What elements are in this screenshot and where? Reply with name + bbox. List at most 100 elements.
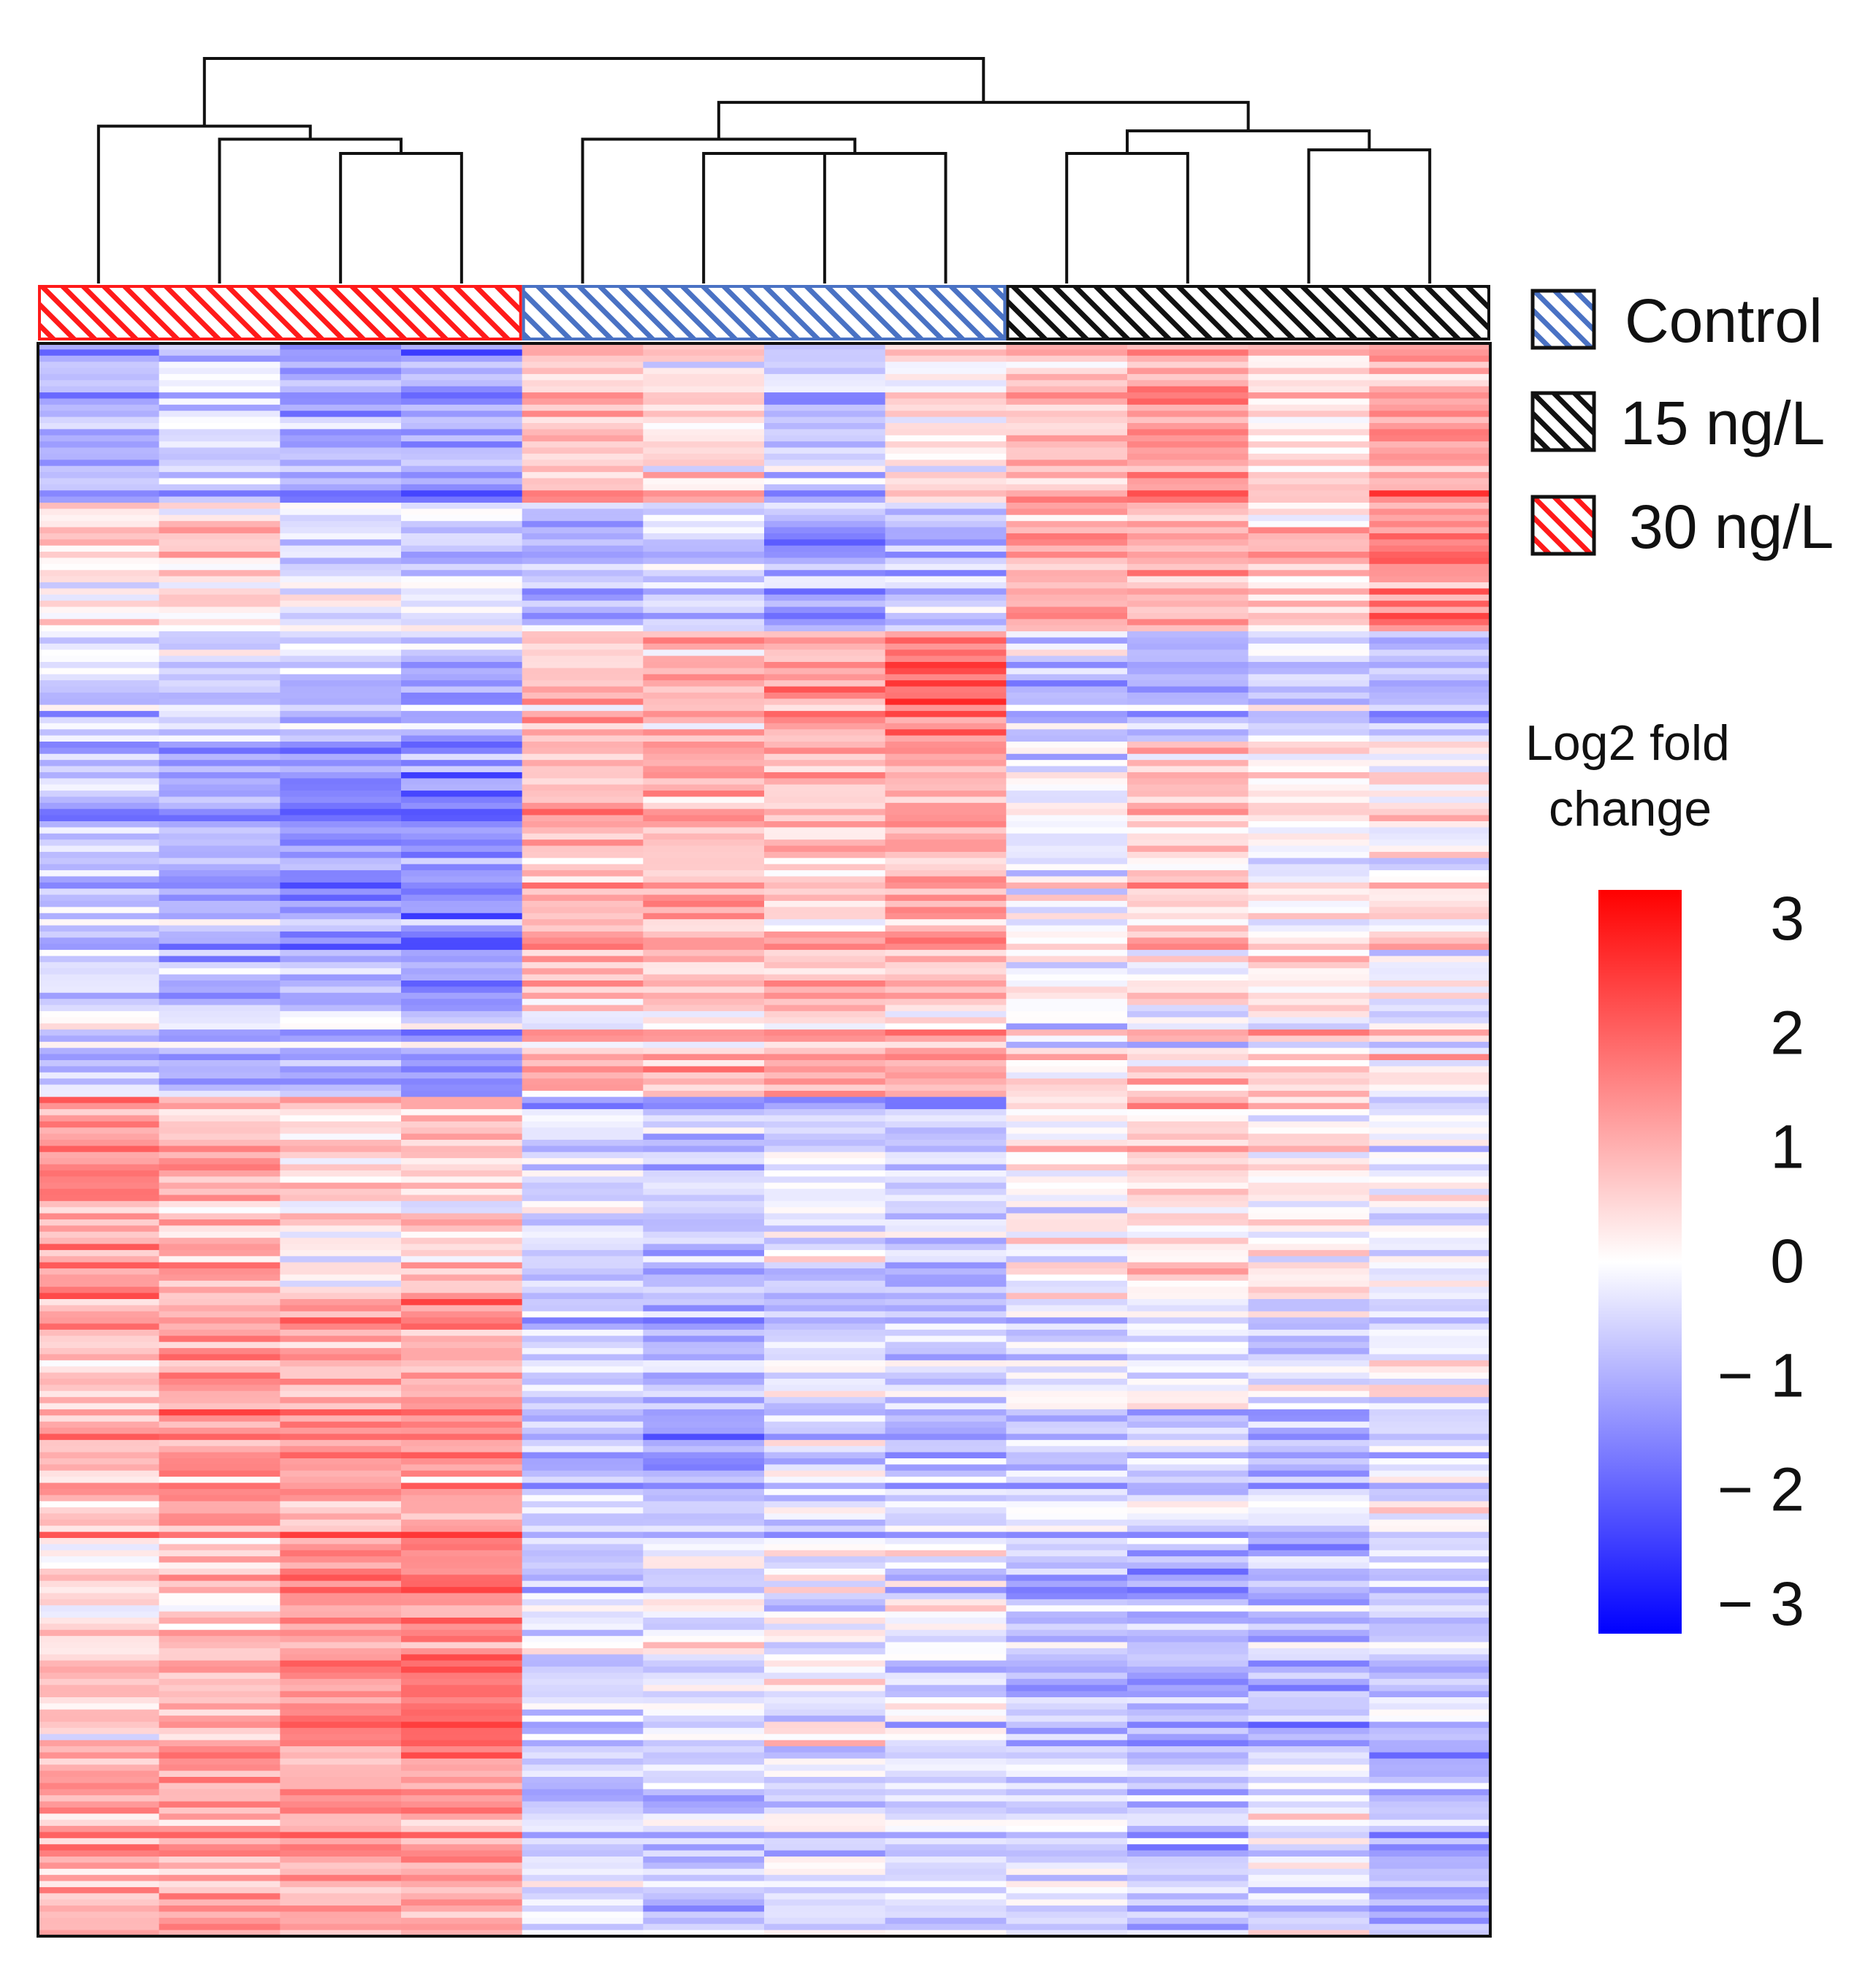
heatmap-cell bbox=[764, 1244, 886, 1251]
heatmap-cell bbox=[401, 1140, 523, 1146]
heatmap-cell bbox=[401, 1151, 523, 1159]
heatmap-cell bbox=[885, 1200, 1007, 1208]
heatmap-cell bbox=[1006, 962, 1128, 969]
heatmap-cell bbox=[401, 1574, 523, 1582]
heatmap-cell bbox=[1127, 1084, 1249, 1092]
heatmap-cell bbox=[1248, 594, 1370, 601]
heatmap-cell bbox=[401, 1133, 523, 1141]
heatmap-cell bbox=[280, 760, 402, 767]
heatmap-cell bbox=[401, 1636, 523, 1643]
heatmap-cell bbox=[643, 1158, 765, 1165]
heatmap-cell bbox=[643, 1593, 765, 1600]
heatmap-cell bbox=[280, 1458, 402, 1465]
heatmap-cell bbox=[280, 1544, 402, 1551]
heatmap-cell bbox=[38, 1899, 160, 1906]
heatmap-cell bbox=[885, 1544, 1007, 1551]
heatmap-cell bbox=[1127, 411, 1249, 418]
heatmap-cell bbox=[1006, 373, 1128, 381]
heatmap-cell bbox=[159, 1629, 281, 1637]
heatmap-cell bbox=[643, 1066, 765, 1073]
heatmap-cell bbox=[1369, 1482, 1491, 1490]
heatmap-cell bbox=[522, 1857, 644, 1863]
heatmap-cell bbox=[280, 858, 402, 865]
heatmap-cell bbox=[764, 637, 886, 644]
group-legend: Control 15 ng/L 30 ng/L bbox=[1530, 286, 1834, 561]
heatmap-cell bbox=[643, 411, 765, 418]
heatmap-cell bbox=[522, 1580, 644, 1588]
heatmap-cell bbox=[1248, 1832, 1370, 1839]
heatmap-cell bbox=[159, 380, 281, 387]
heatmap-cell bbox=[1127, 1587, 1249, 1594]
heatmap-cell bbox=[38, 349, 160, 357]
heatmap-cell bbox=[1248, 784, 1370, 791]
heatmap-cell bbox=[1369, 796, 1491, 804]
heatmap-cell bbox=[280, 753, 402, 761]
heatmap-cell bbox=[1006, 1219, 1128, 1226]
heatmap-cell bbox=[401, 1249, 523, 1257]
heatmap-cell bbox=[401, 1844, 523, 1851]
heatmap-cell bbox=[1369, 876, 1491, 883]
heatmap-cell bbox=[1127, 858, 1249, 865]
heatmap-cell bbox=[1006, 1151, 1128, 1159]
heatmap-cell bbox=[522, 1678, 644, 1686]
heatmap-cell bbox=[643, 1415, 765, 1423]
heatmap-cell bbox=[885, 1035, 1007, 1043]
heatmap-cell bbox=[38, 588, 160, 595]
heatmap-cell bbox=[1127, 833, 1249, 840]
heatmap-cell bbox=[643, 1421, 765, 1428]
heatmap-cell bbox=[280, 1428, 402, 1435]
heatmap-cell bbox=[522, 674, 644, 681]
heatmap-cell bbox=[764, 1299, 886, 1306]
heatmap-cell bbox=[643, 650, 765, 657]
heatmap-cell bbox=[643, 484, 765, 491]
heatmap-cell bbox=[401, 1789, 523, 1796]
heatmap-cell bbox=[643, 827, 765, 834]
heatmap-cell bbox=[159, 870, 281, 877]
heatmap-cell bbox=[885, 864, 1007, 871]
heatmap-cell bbox=[159, 1930, 281, 1937]
heatmap-cell bbox=[1369, 655, 1491, 663]
heatmap-cell bbox=[280, 1238, 402, 1245]
heatmap-cell bbox=[1369, 1439, 1491, 1447]
heatmap-cell bbox=[401, 1256, 523, 1263]
heatmap-cell bbox=[885, 931, 1007, 938]
heatmap-cell bbox=[1369, 429, 1491, 436]
heatmap-cell bbox=[885, 796, 1007, 804]
heatmap-cell bbox=[1006, 1078, 1128, 1086]
heatmap-cell bbox=[522, 411, 644, 418]
heatmap-cell bbox=[38, 1299, 160, 1306]
heatmap-cell bbox=[522, 1464, 644, 1471]
heatmap-cell bbox=[764, 441, 886, 449]
heatmap-cell bbox=[1248, 1544, 1370, 1551]
heatmap-cell bbox=[1248, 1538, 1370, 1545]
heatmap-cell bbox=[522, 441, 644, 449]
heatmap-cell bbox=[38, 1170, 160, 1177]
heatmap-cell bbox=[885, 1807, 1007, 1814]
heatmap-cell bbox=[885, 1470, 1007, 1477]
heatmap-cell bbox=[401, 1813, 523, 1821]
heatmap-column-10 bbox=[1127, 343, 1249, 1937]
heatmap-cell bbox=[38, 1127, 160, 1135]
heatmap-cell bbox=[38, 692, 160, 699]
heatmap-cell bbox=[1369, 472, 1491, 479]
heatmap-cell bbox=[1006, 416, 1128, 424]
heatmap-cell bbox=[1369, 1727, 1491, 1735]
heatmap-cell bbox=[1127, 527, 1249, 534]
heatmap-cell bbox=[1369, 594, 1491, 601]
heatmap-cell bbox=[643, 503, 765, 509]
heatmap-cell bbox=[38, 925, 160, 932]
heatmap-cell bbox=[1369, 1256, 1491, 1263]
heatmap-cell bbox=[159, 386, 281, 393]
heatmap-cell bbox=[1006, 1857, 1128, 1863]
heatmap-cell bbox=[280, 1176, 402, 1184]
heatmap-cell bbox=[280, 956, 402, 963]
heatmap-cell bbox=[764, 643, 886, 650]
heatmap-cell bbox=[280, 1758, 402, 1765]
heatmap-cell bbox=[280, 1231, 402, 1238]
heatmap-cell bbox=[38, 888, 160, 896]
heatmap-cell bbox=[38, 1587, 160, 1594]
heatmap-cell bbox=[1006, 552, 1128, 559]
heatmap-cell bbox=[1369, 1550, 1491, 1557]
heatmap-cell bbox=[1006, 1924, 1128, 1931]
heatmap-cell bbox=[38, 1415, 160, 1423]
